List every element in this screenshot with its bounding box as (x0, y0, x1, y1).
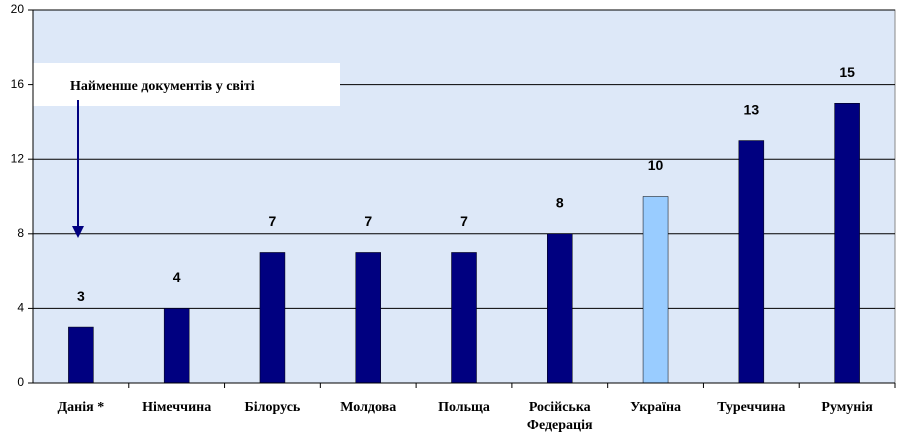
annotation-box (33, 63, 340, 106)
x-tick-label: Молдова (340, 400, 397, 415)
bar (355, 252, 381, 384)
value-label: 7 (460, 213, 468, 229)
arrow-head (72, 226, 84, 238)
bar (259, 252, 286, 384)
x-tick-label: Російська Федерація (526, 400, 593, 433)
value-label: 8 (556, 195, 564, 211)
y-tick-label: 12 (11, 151, 25, 165)
value-label: 4 (173, 269, 181, 285)
value-label: 7 (269, 213, 277, 229)
x-tick-label: Данія * (57, 400, 105, 415)
value-label: 15 (839, 64, 855, 80)
bars: 3 4 7 7 7 8 10 13 15 (68, 64, 860, 384)
y-tick-label: 8 (17, 226, 24, 240)
annotation: Найменше документів у світі (70, 79, 255, 94)
x-tick-label: Туреччина (717, 400, 786, 415)
x-tick-label: Польща (438, 400, 490, 415)
bar (642, 196, 669, 384)
bar (68, 326, 94, 384)
x-tick-label: Румунія (821, 400, 873, 415)
bar (163, 308, 190, 384)
value-label: 7 (364, 213, 372, 229)
x-tick-label: Білорусь (244, 400, 301, 415)
bar (738, 140, 765, 384)
x-tick-label: Німеччина (142, 400, 212, 415)
bar (547, 233, 573, 384)
y-tick-label: 16 (11, 77, 25, 91)
value-label: 10 (648, 157, 664, 173)
y-tick-label: 20 (11, 2, 25, 16)
bar (834, 103, 860, 384)
x-tick-label: Україна (630, 400, 682, 415)
value-label: 13 (744, 101, 760, 117)
y-tick-label: 4 (17, 301, 24, 315)
value-label: 3 (77, 288, 85, 304)
y-tick-label: 0 (17, 375, 24, 389)
bar (451, 252, 477, 384)
